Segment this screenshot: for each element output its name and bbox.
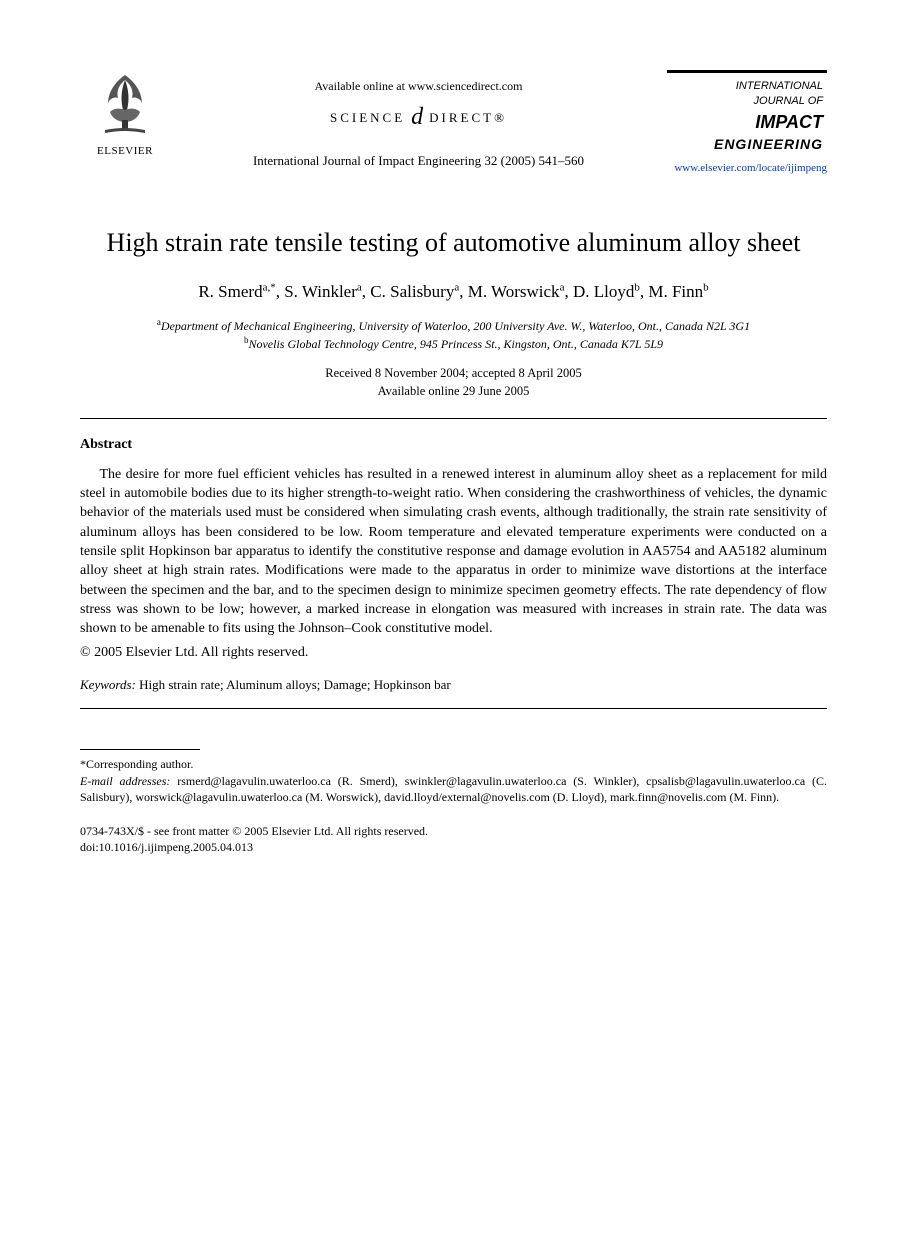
affiliation-a: aDepartment of Mechanical Engineering, U… (80, 316, 827, 335)
email-list: rsmerd@lagavulin.uwaterloo.ca (R. Smerd)… (80, 774, 827, 804)
email-addresses: E-mail addresses: rsmerd@lagavulin.uwate… (80, 773, 827, 805)
publisher-logo-block: ELSEVIER (80, 70, 170, 159)
journal-homepage-link[interactable]: www.elsevier.com/locate/ijimpeng (667, 161, 827, 176)
journal-box-wrapper: INTERNATIONAL JOURNAL OF IMPACT ENGINEER… (667, 70, 827, 176)
abstract-text: The desire for more fuel efficient vehic… (80, 467, 827, 637)
sd-text-right: DIRECT® (429, 109, 507, 127)
abstract-body: The desire for more fuel efficient vehic… (80, 465, 827, 639)
footnotes: *Corresponding author. E-mail addresses:… (80, 756, 827, 805)
journal-box-line3: IMPACT (671, 110, 823, 135)
center-header: Available online at www.sciencedirect.co… (170, 70, 667, 171)
affiliation-b: bNovelis Global Technology Centre, 945 P… (80, 334, 827, 353)
elsevier-tree-icon (90, 70, 160, 140)
header-row: ELSEVIER Available online at www.science… (80, 70, 827, 176)
received-accepted-date: Received 8 November 2004; accepted 8 Apr… (80, 365, 827, 383)
keywords-text: High strain rate; Aluminum alloys; Damag… (139, 677, 451, 692)
article-title: High strain rate tensile testing of auto… (80, 226, 827, 260)
divider-top (80, 418, 827, 419)
abstract-heading: Abstract (80, 435, 827, 455)
footnote-rule (80, 749, 200, 750)
publisher-name: ELSEVIER (97, 144, 153, 159)
journal-title-box: INTERNATIONAL JOURNAL OF IMPACT ENGINEER… (667, 70, 827, 155)
journal-citation: International Journal of Impact Engineer… (170, 152, 667, 170)
sd-text-left: SCIENCE (330, 109, 405, 127)
sd-d-icon: d (411, 101, 423, 135)
journal-box-line2: JOURNAL OF (671, 94, 823, 109)
copyright-line: © 2005 Elsevier Ltd. All rights reserved… (80, 643, 827, 663)
email-label: E-mail addresses: (80, 774, 170, 788)
affiliations: aDepartment of Mechanical Engineering, U… (80, 316, 827, 354)
available-online-text: Available online at www.sciencedirect.co… (170, 78, 667, 95)
article-dates: Received 8 November 2004; accepted 8 Apr… (80, 365, 827, 400)
sciencedirect-logo: SCIENCE d DIRECT® (330, 101, 507, 135)
doi-line: doi:10.1016/j.ijimpeng.2005.04.013 (80, 839, 827, 855)
publication-info: 0734-743X/$ - see front matter © 2005 El… (80, 823, 827, 855)
author-list: R. Smerda,*, S. Winklera, C. Salisburya,… (80, 280, 827, 304)
corresponding-author-note: *Corresponding author. (80, 756, 827, 772)
journal-box-line1: INTERNATIONAL (671, 79, 823, 94)
journal-box-line4: ENGINEERING (671, 135, 823, 155)
online-date: Available online 29 June 2005 (80, 383, 827, 401)
front-matter-line: 0734-743X/$ - see front matter © 2005 El… (80, 823, 827, 839)
keywords-label: Keywords: (80, 677, 136, 692)
divider-bottom (80, 708, 827, 709)
keywords-block: Keywords: High strain rate; Aluminum all… (80, 676, 827, 694)
